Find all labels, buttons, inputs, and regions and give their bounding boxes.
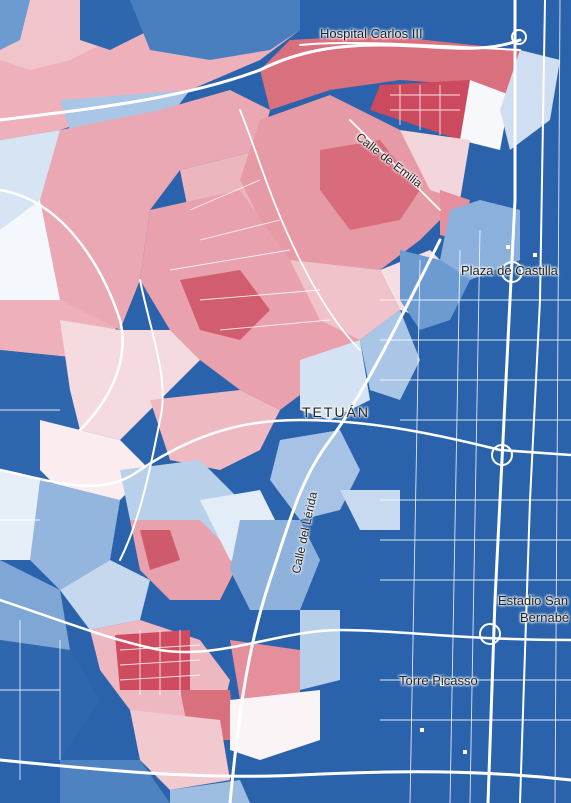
region-mid-pink <box>150 390 280 470</box>
road-east-avenue <box>519 0 546 803</box>
region-south-white <box>230 690 320 760</box>
roundabouts <box>479 29 527 645</box>
poi-dot-1 <box>420 728 424 732</box>
region-east-lightblue <box>360 310 420 400</box>
roundabout-castilla <box>501 261 523 283</box>
region-sw-lightblue <box>60 560 150 630</box>
region-south-pale-pink <box>130 710 230 790</box>
label-estadio-line1[interactable]: Estadio San <box>498 593 569 608</box>
region-left-pale <box>0 130 60 240</box>
label-torre-picasso[interactable]: Torre Picasso <box>399 673 478 688</box>
road-east-west-mid <box>0 418 571 488</box>
street-grid-north <box>390 85 460 135</box>
region-south-west-blue <box>0 640 100 760</box>
region-tetuan-north-dark <box>320 140 420 230</box>
road-south-cross <box>0 598 571 654</box>
road-west-curve <box>0 188 124 432</box>
street-grid-south <box>119 630 201 695</box>
region-tetuan-center-dark <box>180 270 270 340</box>
region-east-blue-2 <box>400 250 470 330</box>
region-hospital-red <box>260 35 520 110</box>
label-estadio-line2[interactable]: Bernabé <box>520 610 570 625</box>
region-lerida-lightblue <box>270 430 360 520</box>
region-west-pale-pink <box>60 320 200 440</box>
poi-dot-2 <box>533 253 537 257</box>
region-emilia-pale <box>400 130 470 200</box>
region-corner-blue <box>0 0 30 50</box>
region-sw-mid-blue <box>0 560 70 650</box>
label-plaza-castilla[interactable]: Plaza de Castilla <box>461 263 558 278</box>
road-central-west <box>119 279 164 561</box>
region-tetuan-label-pale <box>300 340 370 420</box>
label-district-tetuan[interactable]: TETUÁN <box>302 404 370 420</box>
road-emilia <box>349 119 441 211</box>
poi-markers <box>420 245 537 754</box>
road-north-ring <box>0 38 522 122</box>
region-bottom-blue <box>60 760 170 803</box>
region-south-lightblue <box>300 610 340 690</box>
region-top-blue <box>130 0 300 60</box>
region-top-right-blue <box>300 0 571 60</box>
road-bravo-murillo <box>228 238 442 803</box>
region-lower-red-small <box>140 530 180 570</box>
poi-dot-picasso <box>440 682 444 686</box>
region-sw-blue <box>30 480 120 590</box>
street-grid-v <box>409 0 561 803</box>
region-tetuan-east-pink <box>290 260 400 340</box>
region-south-red-3 <box>230 640 300 700</box>
label-hospital[interactable]: Hospital Carlos III <box>320 26 423 41</box>
road-hospital <box>299 41 521 51</box>
region-south-darkred <box>115 630 190 690</box>
road-bottom <box>0 758 571 782</box>
poi-dot-castilla <box>506 245 510 249</box>
street-grid-west <box>0 409 61 780</box>
street-grid-center <box>169 179 331 331</box>
road-diag-1 <box>239 109 361 351</box>
region-pale-north <box>460 80 510 150</box>
road-castellana <box>486 0 517 803</box>
roundabout-north <box>511 29 527 45</box>
roundabout-mid <box>491 444 513 466</box>
roundabout-south <box>479 623 501 645</box>
poi-dot-3 <box>463 750 467 754</box>
